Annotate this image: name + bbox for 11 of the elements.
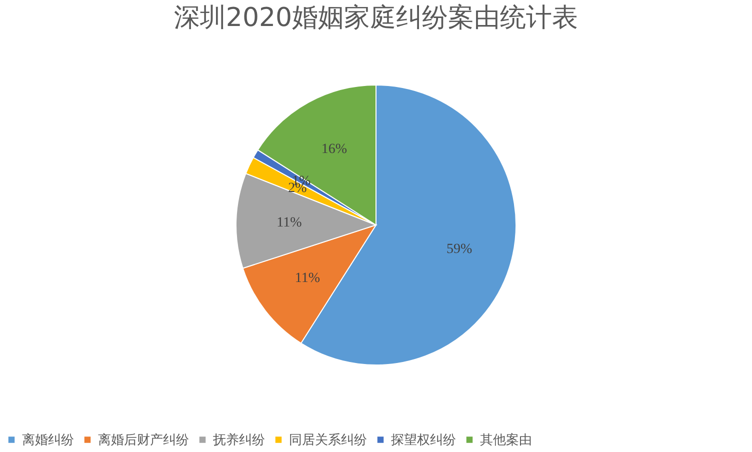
legend-label: 抚养纠纷 xyxy=(212,432,265,448)
legend-label: 离婚纠纷 xyxy=(22,432,74,448)
data-label: 11% xyxy=(294,271,320,286)
data-label: 16% xyxy=(321,142,348,157)
legend-label: 同居关系纠纷 xyxy=(289,432,367,448)
legend-label: 其他案由 xyxy=(480,432,532,448)
legend-label: 探望权纠纷 xyxy=(391,432,456,448)
data-label: 59% xyxy=(446,242,473,258)
data-label: 11% xyxy=(276,215,302,230)
chart-title: 深圳2020婚姻家庭纠纷案由统计表 xyxy=(174,3,578,33)
legend-label: 离婚后财产纠纷 xyxy=(98,432,189,448)
